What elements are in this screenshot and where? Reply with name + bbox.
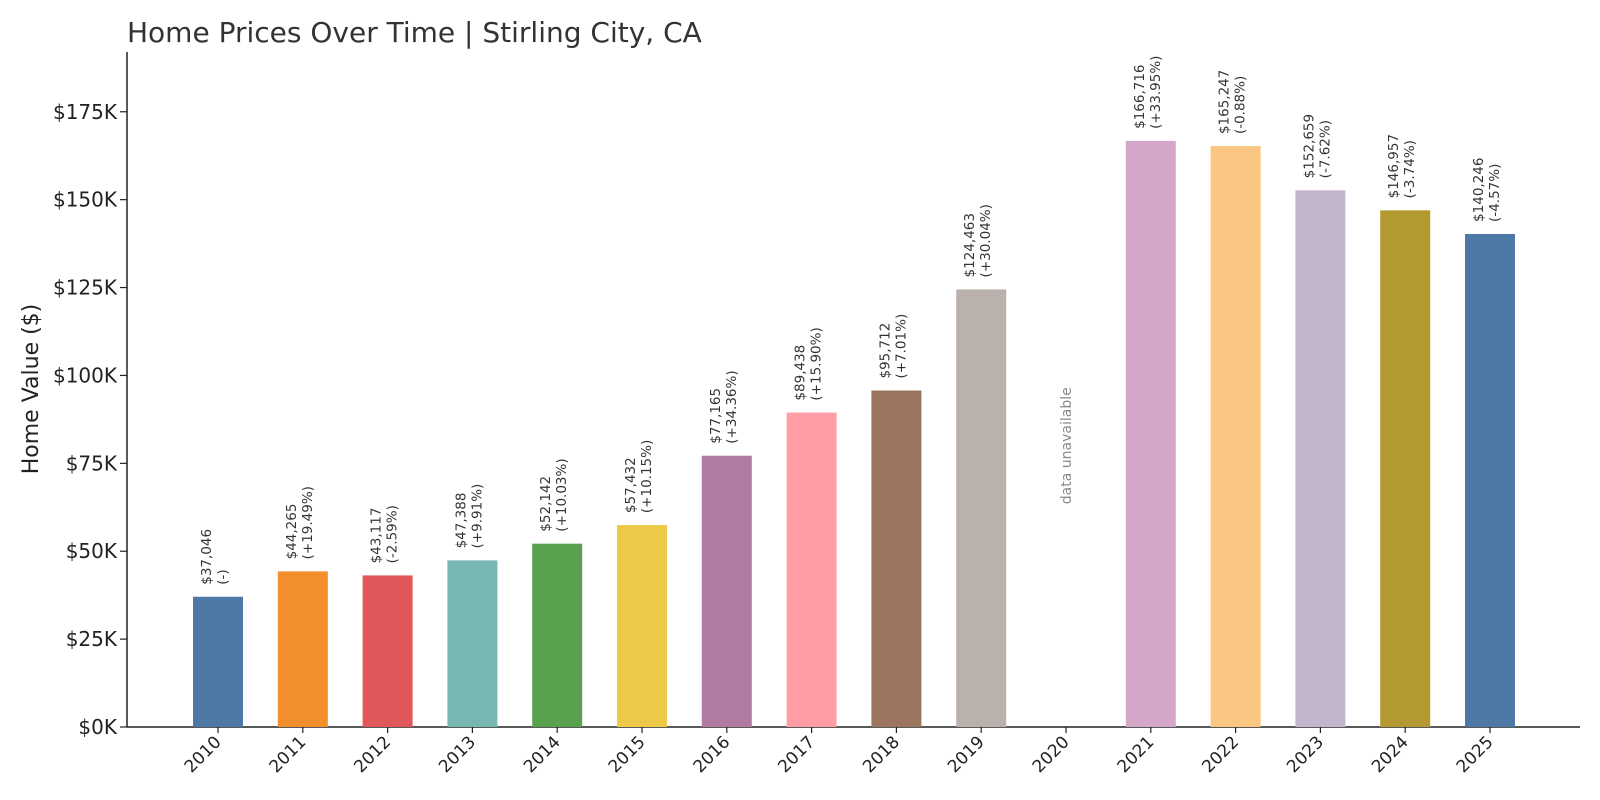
bar-change-label: (+7.01%) <box>893 314 909 379</box>
bar-2017 <box>786 412 837 727</box>
y-tick-label: $125K <box>53 276 118 300</box>
bars: $37,046 (-) $44,265 (+19.49%) $43,117 (-2.59%… <box>193 56 1515 728</box>
bar-change-label: (-) <box>215 569 231 584</box>
bar-change-label: (-2.59%) <box>385 505 401 563</box>
bar-2010 <box>193 596 243 727</box>
x-tick-label: 2011 <box>266 732 311 777</box>
x-tick-label: 2012 <box>350 732 395 777</box>
bar-change-label: (-4.57%) <box>1487 164 1503 222</box>
y-tick-label: $100K <box>53 363 118 387</box>
bar-value-label: $124,463 <box>962 213 978 277</box>
bar-value-label: $44,265 <box>284 504 300 560</box>
bar-2019 <box>956 289 1007 727</box>
bar-value-label: $152,659 <box>1301 114 1317 178</box>
data-unavailable-label: data unavailable <box>1059 387 1075 504</box>
bar-value-label: $57,432 <box>623 457 639 513</box>
bar-value-label: $146,957 <box>1386 134 1402 198</box>
x-tick-label: 2016 <box>690 732 735 777</box>
x-tick-label: 2018 <box>859 732 904 777</box>
y-tick-label: $150K <box>53 188 118 212</box>
x-tick-label: 2020 <box>1029 732 1074 777</box>
bar-2011 <box>277 571 328 727</box>
bar-2018 <box>871 390 922 727</box>
bar-2015 <box>617 525 667 727</box>
bar-2016 <box>701 455 752 727</box>
x-tick-label: 2022 <box>1198 732 1243 777</box>
bar-change-label: (+19.49%) <box>300 486 316 559</box>
bar-change-label: (-0.88%) <box>1233 76 1249 134</box>
x-tick-label: 2024 <box>1368 732 1413 777</box>
bar-change-label: (+30.04%) <box>978 204 994 277</box>
bar-change-label: (-7.62%) <box>1317 120 1333 178</box>
bar-change-label: (+15.90%) <box>809 327 825 400</box>
bar-2025 <box>1465 233 1515 727</box>
bar-value-label: $37,046 <box>199 529 215 585</box>
bar-change-label: (+9.91%) <box>469 484 485 549</box>
bar-value-label: $140,246 <box>1471 158 1487 222</box>
x-tick-label: 2013 <box>435 732 480 777</box>
x-tick-label: 2015 <box>605 732 650 777</box>
bar-2024 <box>1380 210 1431 727</box>
bar-value-label: $52,142 <box>538 476 554 532</box>
x-tick-label: 2025 <box>1453 732 1498 777</box>
bar-value-label: $95,712 <box>877 323 893 379</box>
bar-2021 <box>1125 140 1176 728</box>
x-tick-label: 2014 <box>520 732 565 777</box>
bar-value-label: $77,165 <box>708 388 724 444</box>
x-tick-label: 2021 <box>1114 732 1159 777</box>
bar-2012 <box>362 575 413 727</box>
bar-value-label: $47,388 <box>453 493 469 549</box>
y-axis-label: Home Value ($) <box>19 304 44 475</box>
bar-change-label: (+34.36%) <box>724 370 740 443</box>
chart-title: Home Prices Over Time | Stirling City, C… <box>127 16 702 49</box>
y-tick-label: $50K <box>66 539 118 563</box>
x-tick-label: 2023 <box>1283 732 1328 777</box>
bar-2022 <box>1210 146 1261 727</box>
bar-change-label: (+10.15%) <box>639 440 655 513</box>
bar-change-label: (+10.03%) <box>554 458 570 531</box>
bar-value-label: $166,716 <box>1132 64 1148 128</box>
x-tick-label: 2010 <box>181 732 226 777</box>
bar-value-label: $165,247 <box>1217 70 1233 134</box>
y-tick-label: $0K <box>78 715 117 739</box>
bar-2023 <box>1295 190 1346 727</box>
bar-value-label: $43,117 <box>369 508 385 564</box>
bar-change-label: (+33.95%) <box>1148 56 1164 129</box>
y-axis-ticks: $0K $25K $50K $75K $100K $125K $150K $175K <box>53 100 127 739</box>
y-tick-label: $25K <box>66 627 118 651</box>
bar-value-label: $89,438 <box>793 345 809 401</box>
y-tick-label: $75K <box>66 451 118 475</box>
x-axis-ticks: 2010 2011 2012 2013 2014 2015 2016 2017 2018 2019… <box>181 727 1498 777</box>
y-tick-label: $175K <box>53 100 118 124</box>
bar-change-label: (-3.74%) <box>1402 140 1418 198</box>
x-tick-label: 2017 <box>774 732 819 777</box>
bar-2014 <box>532 543 583 727</box>
x-tick-label: 2019 <box>944 732 989 777</box>
bar-2013 <box>447 560 498 727</box>
